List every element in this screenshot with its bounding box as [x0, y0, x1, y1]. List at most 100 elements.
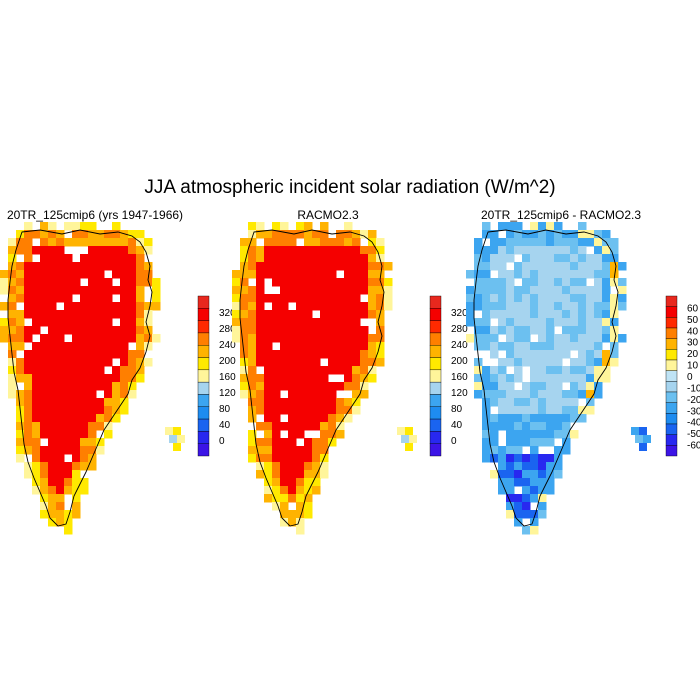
- map-cell: [562, 326, 571, 335]
- map-cell: [16, 278, 25, 287]
- panel-difference-title: 20TR_125cmip6 - RACMO2.3: [481, 208, 641, 222]
- map-cell: [64, 414, 73, 423]
- map-cell: [530, 454, 539, 463]
- map-cell: [506, 334, 515, 343]
- map-cell: [24, 246, 33, 255]
- map-cell: [610, 270, 619, 279]
- map-cell: [320, 414, 329, 423]
- map-cell: [56, 382, 65, 391]
- map-cell: [120, 374, 129, 383]
- map-cell: [570, 286, 579, 295]
- coastline: [239, 229, 385, 527]
- colorbar-swatch: [197, 406, 210, 420]
- map-cell: [514, 262, 523, 271]
- map-cell: [128, 350, 137, 359]
- map-cell: [8, 390, 17, 399]
- map-cell: [336, 286, 345, 295]
- map-cell: [88, 222, 97, 231]
- map-cell: [498, 374, 507, 383]
- map-cell: [530, 310, 539, 319]
- map-cell: [280, 302, 289, 311]
- map-cell: [272, 246, 281, 255]
- map-cell: [48, 334, 57, 343]
- map-cell: [32, 326, 41, 335]
- map-cell: [64, 374, 73, 383]
- map-cell: [72, 438, 81, 447]
- map-cell: [272, 486, 281, 495]
- map-cell: [538, 430, 547, 439]
- map-cell: [296, 342, 305, 351]
- map-cell: [498, 366, 507, 375]
- map-cell: [514, 454, 523, 463]
- map-cell: [296, 350, 305, 359]
- map-cell: [562, 254, 571, 263]
- map-cell: [248, 430, 257, 439]
- map-cell: [32, 422, 41, 431]
- map-cell: [538, 342, 547, 351]
- map-cell: [522, 262, 531, 271]
- map-cell: [72, 406, 81, 415]
- map-cell: [570, 366, 579, 375]
- map-cell: [594, 310, 603, 319]
- map-cell: [304, 470, 313, 479]
- map-cell: [48, 494, 57, 503]
- map-cell: [344, 406, 353, 415]
- map-cell: [280, 502, 289, 511]
- map-cell: [40, 470, 49, 479]
- map-cell: [546, 342, 555, 351]
- map-cell: [312, 406, 321, 415]
- map-cell: [570, 294, 579, 303]
- map-cell: [24, 334, 33, 343]
- map-cell: [56, 246, 65, 255]
- map-cell: [522, 502, 531, 511]
- map-cell: [104, 390, 113, 399]
- map-cell: [320, 254, 329, 263]
- map-cell: [288, 278, 297, 287]
- map-cell: [120, 294, 129, 303]
- coastline: [473, 229, 619, 527]
- map-cell: [554, 302, 563, 311]
- map-cell: [64, 350, 73, 359]
- colorbar-swatch: [197, 345, 210, 358]
- map-cell: [280, 398, 289, 407]
- map-cell: [264, 406, 273, 415]
- map-cell: [280, 382, 289, 391]
- map-cell: [554, 270, 563, 279]
- map-cell: [506, 422, 515, 431]
- map-cell: [586, 238, 595, 247]
- map-cell: [482, 398, 491, 407]
- map-cell: [312, 422, 321, 431]
- map-cell: [296, 478, 305, 487]
- map-cell: [80, 366, 89, 375]
- colorbar-tick-label: 280: [219, 324, 236, 335]
- map-cell: [120, 302, 129, 311]
- map-cell: [538, 238, 547, 247]
- map-cell: [570, 414, 579, 423]
- map-cell: [482, 422, 491, 431]
- map-cell: [368, 334, 377, 343]
- colorbar-tick-label: 120: [219, 388, 236, 399]
- map-cell: [128, 254, 137, 263]
- map-cell: [264, 318, 273, 327]
- colorbar-tick-label: 0: [687, 372, 693, 383]
- map-cell: [256, 342, 265, 351]
- map-cell: [586, 398, 595, 407]
- map-cell: [48, 350, 57, 359]
- map-cell: [56, 438, 65, 447]
- map-cell: [352, 366, 361, 375]
- map-cell: [546, 238, 555, 247]
- map-cell: [248, 246, 257, 255]
- map-cell: [538, 222, 547, 231]
- map-cell: [498, 470, 507, 479]
- map-cell: [96, 398, 105, 407]
- map-cell: [320, 302, 329, 311]
- map-cell: [522, 470, 531, 479]
- map-cell: [112, 254, 121, 263]
- map-cell: [56, 430, 65, 439]
- map-cell: [24, 238, 33, 247]
- map-cell: [152, 334, 161, 343]
- map-cell: [639, 443, 647, 451]
- map-cell: [554, 278, 563, 287]
- map-cell: [96, 326, 105, 335]
- map-cell: [24, 430, 33, 439]
